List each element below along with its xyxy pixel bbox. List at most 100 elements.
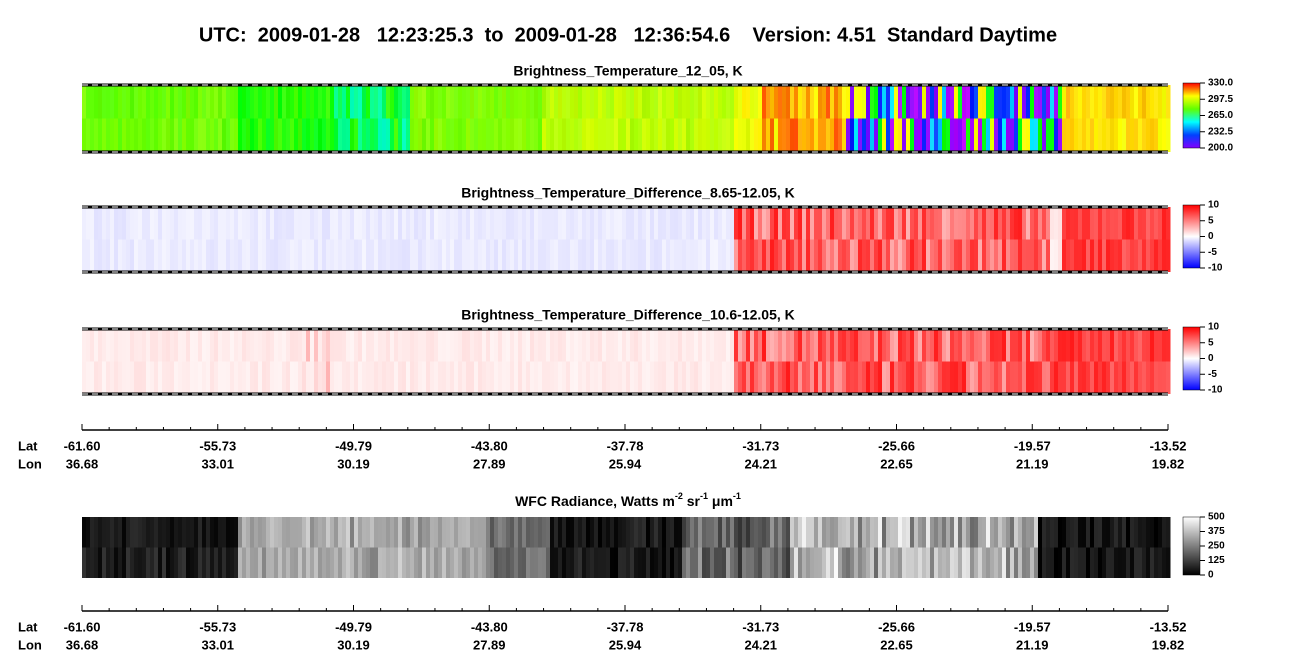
swath-pixel xyxy=(598,329,603,362)
swath-pixel xyxy=(822,361,827,394)
swath-pixel xyxy=(298,547,303,578)
swath-pixel xyxy=(698,361,703,394)
swath-pixel xyxy=(922,361,927,394)
swath-pixel xyxy=(850,361,855,394)
swath-pixel xyxy=(422,85,427,119)
swath-pixel xyxy=(1154,239,1159,272)
swath-pixel xyxy=(426,547,431,578)
swath-pixel xyxy=(750,329,755,362)
swath-pixel xyxy=(970,239,975,272)
swath-pixel xyxy=(834,239,839,272)
swath-pixel xyxy=(522,118,527,152)
swath-pixel xyxy=(574,118,579,152)
swath-pixel xyxy=(118,329,123,362)
swath-pixel xyxy=(206,85,211,119)
swath-pixel xyxy=(974,239,979,272)
swath-pixel xyxy=(890,517,895,548)
swath-pixel xyxy=(326,547,331,578)
swath-pixel xyxy=(914,207,919,240)
swath-pixel xyxy=(1134,547,1139,578)
swath-pixel xyxy=(402,118,407,152)
swath-pixel xyxy=(906,517,911,548)
swath-pixel xyxy=(642,207,647,240)
swath-pixel xyxy=(1150,547,1155,578)
swath-pixel xyxy=(194,207,199,240)
swath-pixel xyxy=(366,239,371,272)
swath-pixel xyxy=(606,118,611,152)
swath-pixel xyxy=(410,85,415,119)
swath-pixel xyxy=(222,329,227,362)
swath-pixel xyxy=(1006,329,1011,362)
swath-pixel xyxy=(642,118,647,152)
swath-pixel xyxy=(534,118,539,152)
swath-pixel xyxy=(758,239,763,272)
swath-pixel xyxy=(1094,517,1099,548)
swath-pixel xyxy=(994,547,999,578)
swath-pixel xyxy=(458,85,463,119)
title-part: sr xyxy=(683,493,701,509)
swath-pixel xyxy=(618,329,623,362)
swath-pixel xyxy=(1090,207,1095,240)
swath-pixel xyxy=(558,85,563,119)
swath-pixel xyxy=(242,118,247,152)
swath-pixel xyxy=(1046,85,1051,119)
swath-pixel xyxy=(378,547,383,578)
colorbar-label: 232.5 xyxy=(1208,126,1233,137)
lat-tick-label: -49.79 xyxy=(335,438,372,453)
swath-pixel xyxy=(1162,207,1167,240)
swath-pixel xyxy=(766,361,771,394)
lat-label: Lat xyxy=(18,619,38,634)
swath-pixel xyxy=(582,207,587,240)
swath-pixel xyxy=(470,239,475,272)
swath-pixel xyxy=(94,118,99,152)
swath-pixel xyxy=(278,207,283,240)
swath-pixel xyxy=(770,239,775,272)
swath-pixel xyxy=(210,517,215,548)
swath-pixel xyxy=(1090,547,1095,578)
swath-pixel xyxy=(470,361,475,394)
swath-pixel xyxy=(1122,329,1127,362)
swath-pixel xyxy=(534,85,539,119)
swath-pixel xyxy=(1054,361,1059,394)
swath-pixel xyxy=(1058,207,1063,240)
swath-pixel xyxy=(762,239,767,272)
swath-pixel xyxy=(1106,85,1111,119)
swath-pixel xyxy=(830,517,835,548)
title-part: WFC Radiance, Watts m xyxy=(515,493,675,509)
swath-pixel xyxy=(254,239,259,272)
swath-pixel xyxy=(222,517,227,548)
lat-tick-label: -37.78 xyxy=(607,619,644,634)
swath-pixel xyxy=(590,118,595,152)
swath-pixel xyxy=(134,207,139,240)
swath-pixel xyxy=(754,361,759,394)
swath-pixel xyxy=(950,547,955,578)
swath-pixel xyxy=(818,547,823,578)
swath-pixel xyxy=(134,329,139,362)
swath-pixel xyxy=(286,239,291,272)
swath-pixel xyxy=(870,329,875,362)
swath-pixel xyxy=(1082,547,1087,578)
swath-pixel xyxy=(978,85,983,119)
swath-pixel xyxy=(222,85,227,119)
swath-pixel xyxy=(666,207,671,240)
swath-pixel xyxy=(434,517,439,548)
swath-pixel xyxy=(1034,85,1039,119)
swath-pixel xyxy=(642,361,647,394)
swath-pixel xyxy=(274,517,279,548)
swath-pixel xyxy=(1126,239,1131,272)
swath-pixel xyxy=(86,207,91,240)
swath-pixel xyxy=(694,517,699,548)
swath-pixel xyxy=(914,361,919,394)
swath-pixel xyxy=(178,118,183,152)
swath-pixel xyxy=(242,547,247,578)
swath-pixel xyxy=(830,85,835,119)
swath-pixel xyxy=(934,239,939,272)
swath-pixel xyxy=(954,118,959,152)
swath-pixel xyxy=(1138,85,1143,119)
swath-pixel xyxy=(206,547,211,578)
swath-pixel xyxy=(714,85,719,119)
swath-pixel xyxy=(462,85,467,119)
swath-pixel xyxy=(182,517,187,548)
swath-pixel xyxy=(774,239,779,272)
swath-pixel xyxy=(462,547,467,578)
